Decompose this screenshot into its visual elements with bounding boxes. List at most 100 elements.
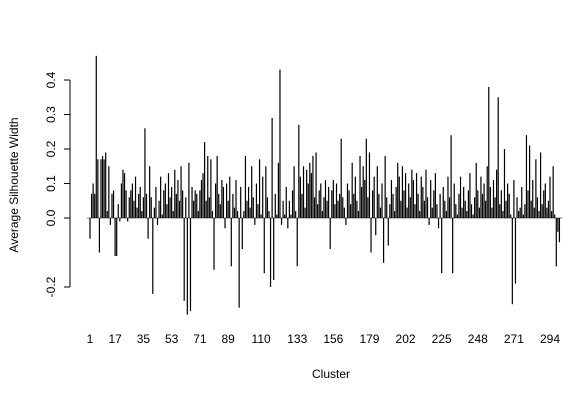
bar (266, 197, 269, 218)
bar (202, 173, 204, 218)
bar (166, 204, 168, 218)
bar (409, 197, 411, 218)
bar (141, 211, 143, 218)
bar (221, 180, 223, 218)
bar (400, 200, 402, 218)
bar (384, 155, 386, 218)
bar (480, 176, 482, 218)
bar (343, 207, 345, 218)
bar (299, 176, 301, 218)
bar (342, 197, 344, 218)
bar (224, 218, 226, 229)
bar (262, 176, 264, 218)
bar (182, 190, 184, 218)
bar (89, 218, 91, 239)
bar (348, 190, 350, 218)
bar (398, 176, 400, 218)
bar (295, 211, 297, 218)
bar (123, 173, 126, 218)
bar (230, 218, 232, 267)
bar (354, 176, 356, 218)
bar (290, 214, 292, 218)
bar (97, 159, 99, 218)
bar (436, 204, 438, 218)
bar (200, 180, 203, 218)
bar (477, 190, 479, 218)
bar (138, 193, 140, 218)
bar (114, 218, 116, 256)
bar (469, 173, 471, 218)
bar (546, 207, 548, 218)
bar (541, 204, 543, 218)
x-axis-label: Cluster (312, 367, 350, 381)
bar (241, 218, 243, 250)
bar (381, 183, 383, 218)
bar (273, 218, 275, 281)
bar (489, 186, 491, 218)
bar (246, 200, 248, 218)
bar (287, 218, 289, 229)
bar (119, 218, 121, 222)
bar (120, 183, 122, 218)
bar (403, 190, 405, 218)
bar (284, 214, 286, 218)
bar (453, 183, 455, 218)
bar (164, 183, 166, 218)
bar (442, 186, 444, 218)
bar (291, 190, 294, 218)
bar (318, 190, 320, 218)
bar (361, 186, 363, 218)
bar (280, 218, 283, 225)
bar (163, 190, 165, 218)
bar (475, 162, 477, 218)
bar (558, 218, 561, 243)
bar (459, 176, 462, 218)
bar (535, 159, 537, 218)
bar (513, 180, 515, 218)
bar (177, 180, 179, 218)
bar (420, 176, 422, 218)
bar (448, 197, 451, 218)
bar (215, 183, 217, 218)
y-tick-label: -0.2 (44, 276, 58, 297)
bar (419, 211, 421, 218)
bar (317, 204, 319, 218)
bar (310, 173, 312, 218)
bar (439, 193, 441, 218)
bar (122, 169, 124, 218)
bar (153, 207, 155, 218)
bar (238, 218, 240, 308)
bar (218, 193, 220, 218)
bar (309, 162, 311, 218)
x-tick-label: 271 (504, 332, 524, 346)
bar (94, 193, 96, 218)
x-tick-label: 248 (468, 332, 488, 346)
bar (131, 183, 133, 218)
bar (430, 180, 432, 218)
bar (117, 204, 119, 218)
bar (353, 193, 355, 218)
bar (276, 214, 278, 218)
bar (125, 190, 127, 218)
x-tick-label: 35 (137, 332, 151, 346)
bar (158, 200, 160, 218)
bar (194, 190, 196, 218)
bar (365, 138, 367, 218)
bar (527, 190, 529, 218)
bar (111, 193, 113, 218)
bar (145, 193, 148, 218)
bar (235, 180, 237, 218)
bar (538, 211, 540, 218)
bar (268, 211, 270, 218)
x-tick-label: 110 (252, 332, 271, 346)
bar (197, 211, 199, 218)
bar (332, 180, 334, 218)
bar (496, 169, 498, 218)
bar (127, 218, 129, 222)
bar (174, 169, 176, 218)
bar (497, 97, 499, 218)
bar (205, 200, 207, 218)
bar (339, 193, 341, 218)
bar (488, 86, 490, 219)
bar (404, 173, 407, 218)
